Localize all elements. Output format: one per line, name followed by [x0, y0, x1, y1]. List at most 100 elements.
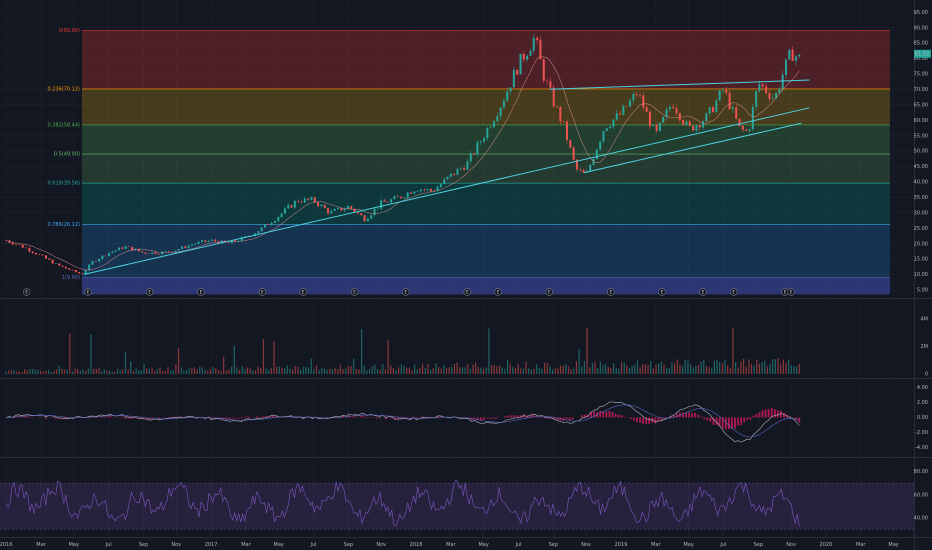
volume-bar — [422, 363, 424, 374]
volume-bar — [705, 366, 708, 374]
earnings-marker-label: E — [732, 290, 735, 295]
volume-bar — [114, 371, 116, 374]
candle-body — [194, 243, 197, 245]
time-tick-label: Jul — [514, 542, 521, 548]
rsi-pane[interactable]: 80.00 60.00 40.00 — [0, 469, 928, 530]
macd-histogram-bar — [241, 417, 243, 419]
earnings-marker-icon — [545, 288, 553, 296]
macd-histogram-bar — [522, 414, 525, 418]
volume-bar — [360, 329, 363, 374]
volume-bar — [485, 367, 487, 374]
volume-bar — [567, 366, 570, 374]
candle-body — [539, 39, 542, 60]
volume-bar — [172, 370, 174, 374]
volume-bar — [427, 363, 429, 374]
macd-histogram-bar — [495, 417, 498, 419]
volume-bar — [626, 365, 628, 374]
macd-histogram-bar — [752, 415, 755, 418]
candle-body — [556, 106, 559, 108]
candle-body — [519, 53, 522, 75]
macd-histogram-bar — [507, 415, 510, 418]
volume-bar — [403, 365, 405, 374]
macd-histogram-bar — [571, 417, 574, 420]
price-tick-label: 95.00 — [914, 10, 928, 16]
volume-bar — [321, 368, 323, 374]
volume-bar — [50, 372, 52, 374]
fibonacci-retracement[interactable]: 0(89.00) 0.236(70.12) 0.382(58.44) 0.5(49.0… — [47, 28, 890, 295]
volume-bar — [437, 367, 440, 374]
fib-level-label: 0.786(26.12) — [47, 222, 80, 228]
trendlines[interactable] — [83, 79, 810, 275]
price-axis[interactable]: 95.00 90.00 85.00 80.00 75.00 70.00 65.00 60.00… — [914, 10, 928, 294]
candle-body — [765, 86, 768, 94]
candle-body — [370, 215, 373, 219]
candle-body — [496, 116, 499, 122]
price-pane[interactable] — [0, 0, 914, 298]
macd-histogram-bar — [479, 417, 482, 421]
candle-body — [678, 113, 681, 121]
candle-body — [615, 113, 618, 120]
volume-bar — [490, 365, 493, 374]
volume-bar — [146, 368, 148, 374]
candle-body — [380, 200, 383, 209]
volume-bar — [668, 368, 670, 374]
candle-body — [532, 37, 535, 51]
macd-histogram-bar — [519, 415, 522, 418]
macd-histogram-bar — [770, 408, 773, 418]
volume-bar — [708, 366, 710, 374]
volume-bar — [538, 368, 540, 374]
volume-bar — [488, 328, 490, 374]
volume-tick-label: 4M — [921, 317, 929, 323]
volume-bar — [371, 366, 373, 374]
earnings-marker-label: E — [784, 290, 787, 295]
volume-bar — [8, 370, 10, 374]
candle-body — [575, 159, 578, 170]
macd-histogram-bar — [421, 416, 424, 418]
volume-bar — [350, 365, 352, 374]
volume-bar — [655, 364, 657, 374]
time-tick-label: Sep — [754, 542, 763, 548]
volume-bar — [785, 363, 787, 374]
time-tick-label: 2018 — [410, 542, 423, 548]
volume-bar — [188, 368, 190, 374]
macd-histogram-bar — [225, 417, 228, 419]
candle-body — [605, 128, 608, 131]
volume-bar — [742, 359, 745, 374]
macd-histogram-bar — [623, 416, 626, 418]
volume-bar — [750, 363, 753, 374]
macd-histogram-bar — [657, 417, 660, 422]
candle-body — [187, 245, 190, 249]
volume-pane[interactable]: 4M 2M 0 — [5, 317, 929, 378]
earnings-marker-label: E — [702, 290, 705, 295]
volume-bar — [777, 358, 779, 374]
candle-body — [443, 179, 446, 185]
volume-bar — [554, 368, 556, 374]
macd-histogram-bar — [734, 417, 736, 429]
earnings-marker-icon — [463, 288, 471, 296]
volume-bar — [631, 365, 633, 374]
volume-bar — [260, 368, 262, 374]
volume-bar — [130, 361, 132, 374]
candle-body — [167, 251, 170, 252]
earnings-marker-label: E — [466, 290, 469, 295]
candle-body — [483, 138, 486, 142]
macd-pane[interactable]: 4.00 2.00 0.00 -2.00 -4.00 — [5, 385, 928, 451]
macd-histogram-bar — [124, 417, 127, 419]
candle-body — [313, 197, 316, 203]
candle-body — [131, 246, 134, 251]
volume-bar — [170, 370, 172, 374]
volume-bar — [13, 370, 15, 374]
trendline — [83, 107, 810, 275]
candle-body — [463, 168, 466, 170]
time-axis[interactable]: 2016 Mar May Jul Sep Nov 2017 Mar May Jul Sep Nov 20… — [0, 542, 899, 548]
volume-bar — [154, 371, 156, 374]
volume-bar — [671, 362, 673, 374]
earnings-marker-label: E — [497, 290, 500, 295]
candle-body — [297, 200, 300, 202]
volume-bar — [66, 369, 68, 374]
volume-bar — [790, 365, 792, 374]
macd-histogram-bar — [648, 417, 651, 424]
macd-line — [6, 401, 800, 443]
